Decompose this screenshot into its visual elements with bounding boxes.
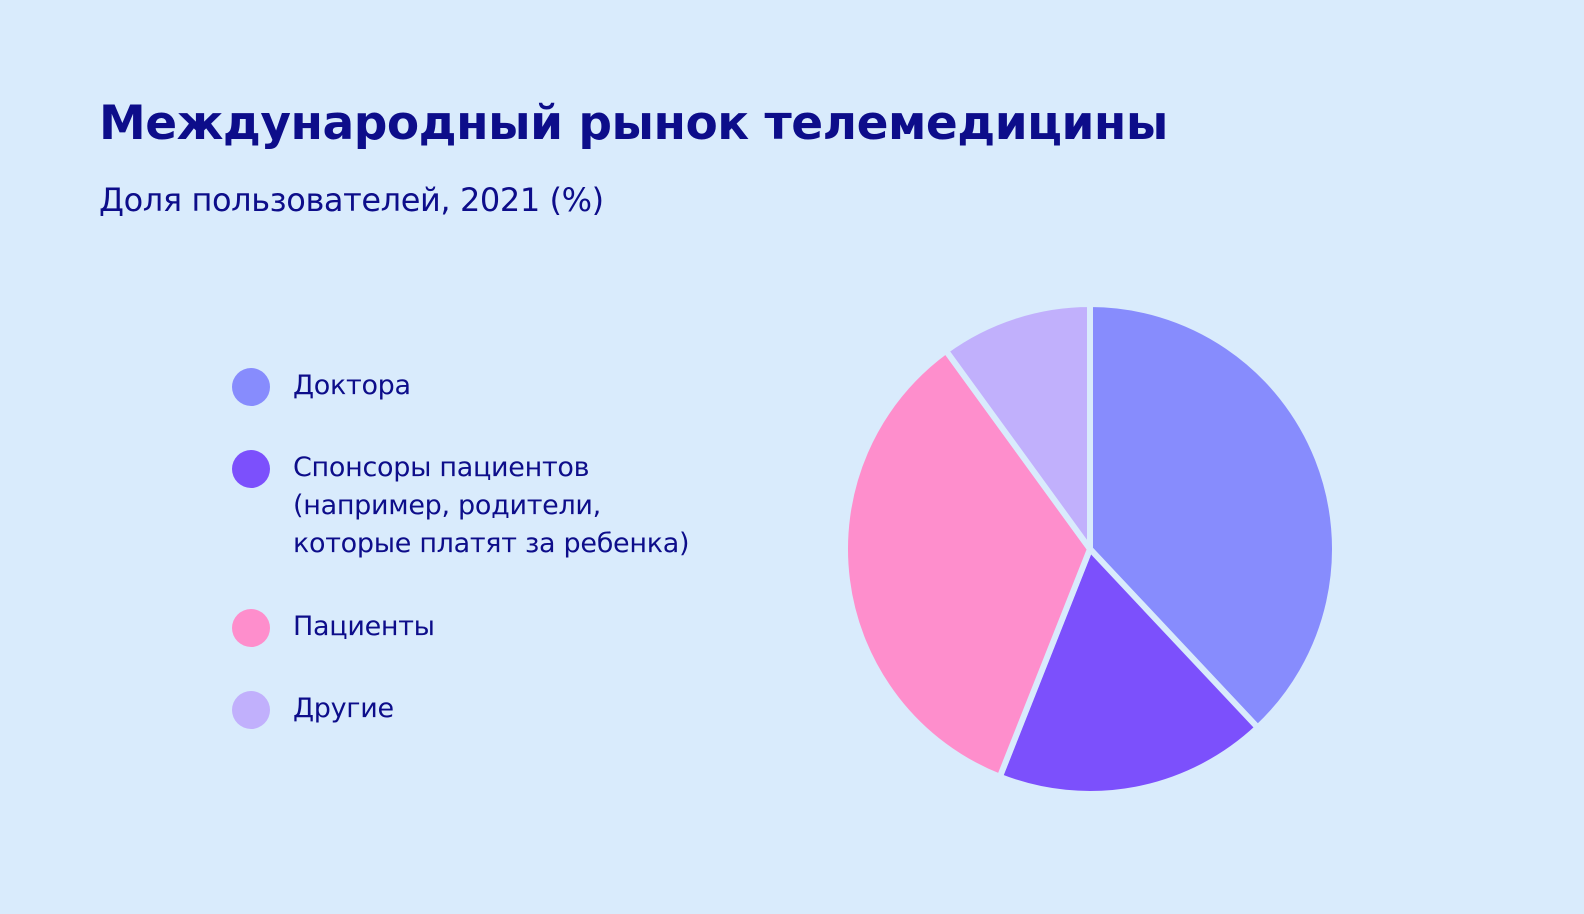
pie-slice-doctors xyxy=(1087,301,1338,731)
legend-label-doctors: Доктора xyxy=(293,370,411,401)
legend-swatch-doctors xyxy=(232,368,270,406)
legend-item-doctors: Доктора xyxy=(232,368,753,406)
legend-swatch-others xyxy=(232,691,270,729)
legend-label-patient-sponsors: Спонсоры пациентов (например, родители, … xyxy=(293,452,690,559)
legend-item-patient-sponsors: Спонсоры пациентов (например, родители, … xyxy=(232,450,753,563)
pie-slice-others xyxy=(942,301,1093,552)
legend-swatch-patient-sponsors xyxy=(232,450,270,488)
pie-slice-patient-sponsors xyxy=(996,546,1261,797)
legend-item-others: Другие xyxy=(232,691,753,729)
pie-slice-patients xyxy=(842,347,1093,780)
legend-label-others: Другие xyxy=(293,693,394,724)
legend-swatch-patients xyxy=(232,609,270,647)
chart-title: Международный рынок телемедицины xyxy=(99,96,1168,151)
chart-subtitle: Доля пользователей, 2021 (%) xyxy=(99,181,604,219)
legend-label-patients: Пациенты xyxy=(293,611,435,642)
legend-item-patients: Пациенты xyxy=(232,609,753,647)
